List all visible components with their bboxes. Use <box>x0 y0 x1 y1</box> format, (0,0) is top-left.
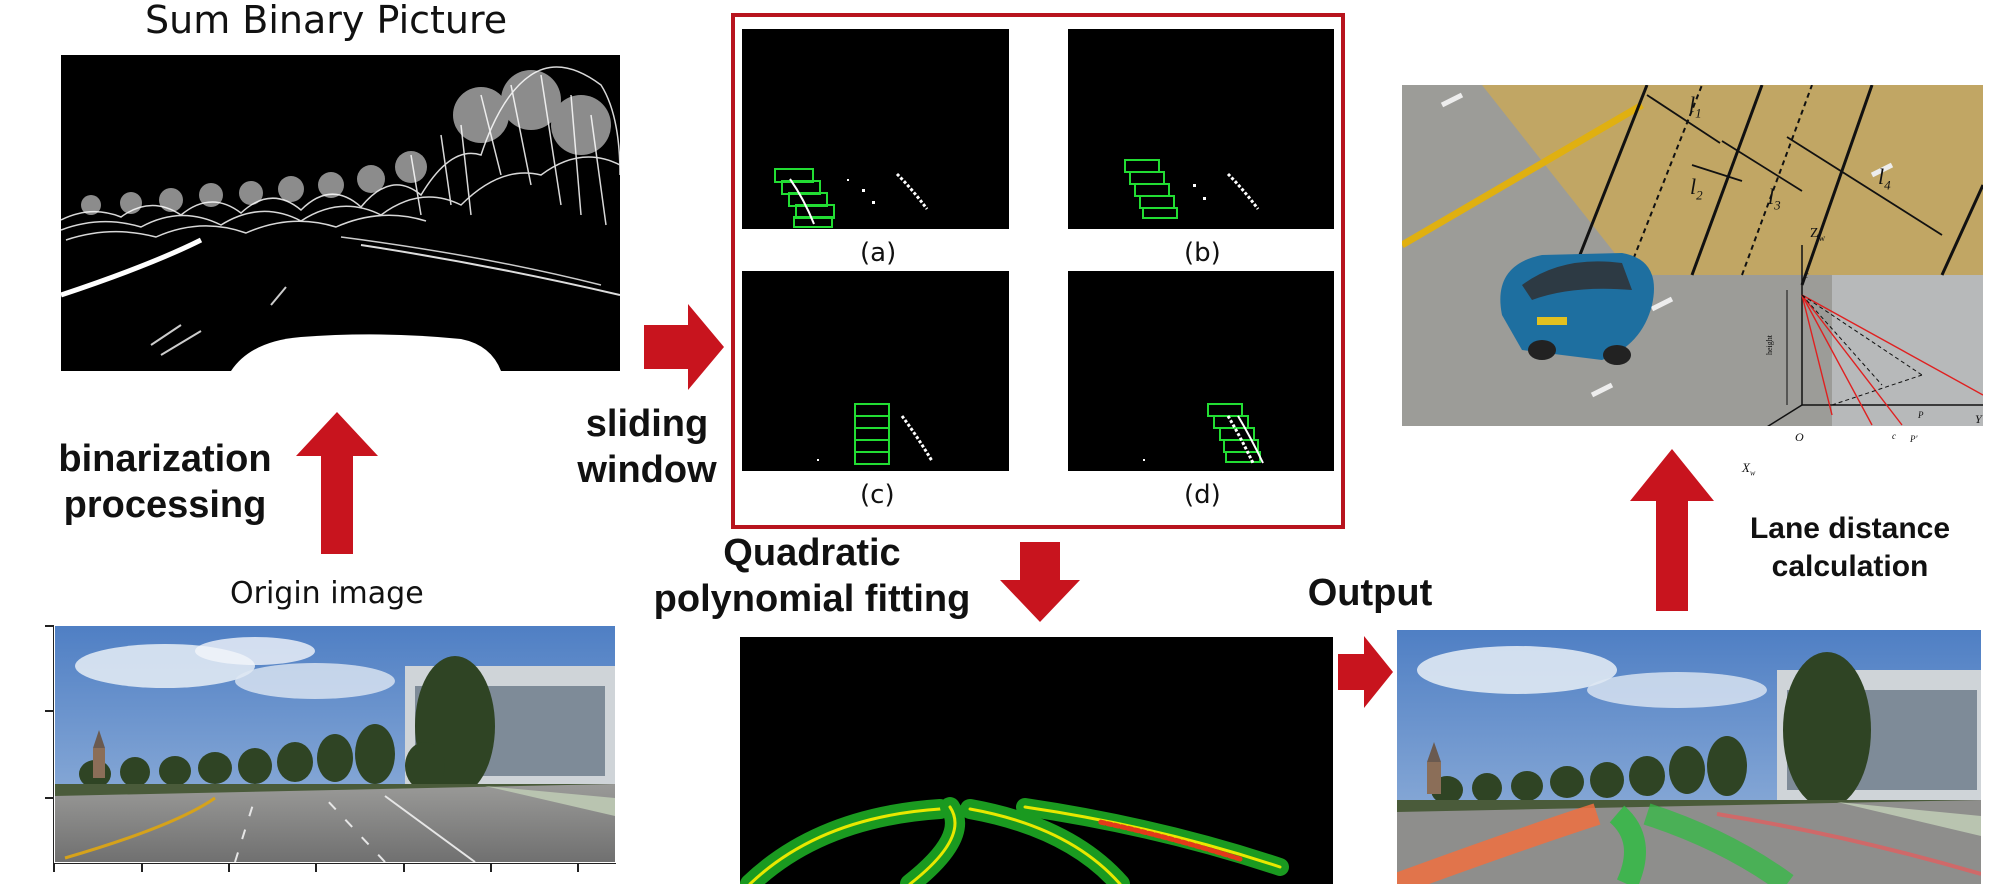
binarization-line2: processing <box>63 484 267 526</box>
right-arrow-output-icon <box>1338 636 1393 708</box>
panel-a-image <box>742 29 1009 229</box>
y-axis-label: Y <box>1975 412 1982 426</box>
lane-l2-label: l2 <box>1690 174 1703 203</box>
quadratic-line2: polynomial fitting <box>653 578 971 620</box>
binarization-line1: binarization <box>58 438 272 480</box>
binarization-label: binarization processing <box>40 436 290 528</box>
up-arrow-right-icon <box>1630 449 1714 611</box>
sliding-line1: sliding <box>585 403 709 445</box>
origin-label: O <box>1795 430 1804 444</box>
sum-binary-image <box>61 55 620 371</box>
origin-image-axes <box>45 625 616 864</box>
lane-distance-image <box>1402 85 1983 426</box>
c-top-label: c <box>1804 270 1809 281</box>
lane-distance-label: Lane distance calculation <box>1720 510 1980 586</box>
down-arrow-center-icon <box>1000 542 1080 622</box>
c-bottom-label: c <box>1892 431 1896 441</box>
quadratic-label: Quadratic polynomial fitting <box>632 530 992 622</box>
panel-b-caption: (b) <box>1184 238 1221 268</box>
sliding-window-frame <box>731 13 1345 529</box>
lane-l4-label: l4 <box>1878 164 1891 193</box>
p-label: P <box>1918 410 1924 420</box>
origin-image-title: Origin image <box>230 576 424 611</box>
quadratic-line1: Quadratic <box>723 532 901 574</box>
lane-l1-label: l1 <box>1689 92 1702 121</box>
sum-binary-title: Sum Binary Picture <box>145 0 508 42</box>
lane-l3-label: l3 <box>1768 184 1781 213</box>
polynomial-fit-image <box>740 637 1333 884</box>
panel-a-caption: (a) <box>860 238 897 268</box>
origin-image <box>55 626 615 862</box>
up-arrow-left-icon <box>296 412 378 554</box>
panel-d-caption: (d) <box>1184 480 1221 510</box>
panel-b-image <box>1068 29 1334 229</box>
output-label: Output <box>1307 572 1433 614</box>
height-label: height <box>1765 335 1774 355</box>
panel-c-image <box>742 271 1009 471</box>
right-arrow-sliding-icon <box>644 304 724 390</box>
p-prime-label: P' <box>1910 434 1918 444</box>
sliding-line2: window <box>577 449 717 491</box>
sliding-window-label: sliding window <box>562 401 732 493</box>
lane-line1: Lane distance <box>1749 512 1951 545</box>
panel-d-image <box>1068 271 1334 471</box>
output-image <box>1397 630 1981 884</box>
x-axis-label: Xw <box>1742 460 1756 478</box>
z-axis-label: Zw <box>1810 226 1826 243</box>
panel-c-caption: (c) <box>860 480 895 510</box>
lane-line2: calculation <box>1771 550 1929 583</box>
